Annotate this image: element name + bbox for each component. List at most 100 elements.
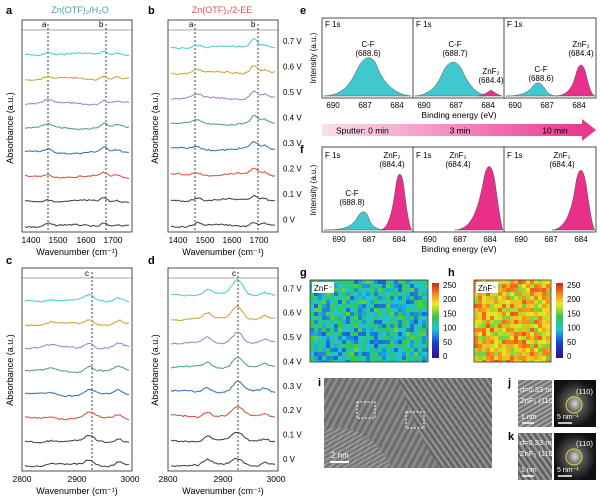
- map-pixel: [362, 344, 366, 348]
- map-pixel: [510, 292, 514, 296]
- map-pixel: [426, 308, 428, 312]
- spectrum-line: [170, 114, 275, 126]
- map-pixel: [382, 324, 386, 328]
- map-pixel: [366, 356, 370, 360]
- spectrum-line: [24, 365, 130, 374]
- map-pixel: [418, 320, 422, 324]
- map-pixel: [322, 292, 326, 296]
- map-pixel: [310, 332, 314, 336]
- map-pixel: [498, 304, 502, 308]
- map-pixel: [514, 344, 518, 348]
- map-pixel: [478, 316, 482, 320]
- map-pixel: [474, 332, 478, 336]
- map-pixel: [342, 336, 346, 340]
- map-pixel: [350, 288, 354, 292]
- map-pixel: [310, 300, 314, 304]
- map-pixel: [406, 344, 410, 348]
- map-pixel: [542, 356, 546, 360]
- map-pixel: [522, 332, 526, 336]
- panel-d-xtick-2800: 2800: [159, 474, 178, 484]
- panel-g: ZnF⁻ 250 200 150 100 50 0: [309, 279, 457, 363]
- panel-f-sub3-znf2-value: (684.4): [549, 160, 575, 169]
- panel-a-frame: [21, 19, 133, 233]
- map-pixel: [390, 360, 394, 362]
- map-pixel: [318, 296, 322, 300]
- panel-b-xtick-1400: 1400: [169, 235, 188, 245]
- colorbar-tick: 100: [443, 324, 457, 333]
- panel-c-xtick-2800: 2800: [13, 474, 32, 484]
- panel-d-marker: c: [232, 269, 236, 278]
- map-pixel: [338, 356, 342, 360]
- map-pixel: [498, 284, 502, 288]
- map-pixel: [382, 316, 386, 320]
- panel-e-sub1-title: F 1s: [325, 20, 341, 29]
- map-pixel: [334, 356, 338, 360]
- map-pixel: [310, 316, 314, 320]
- map-pixel: [330, 352, 334, 356]
- map-pixel: [526, 340, 530, 344]
- map-pixel: [514, 324, 518, 328]
- map-pixel: [326, 336, 330, 340]
- panel-b-series: [170, 38, 276, 229]
- map-pixel: [498, 312, 502, 316]
- map-pixel: [370, 320, 374, 324]
- map-pixel: [338, 300, 342, 304]
- map-pixel: [342, 352, 346, 356]
- panel-f-xtick: 690: [423, 235, 437, 244]
- map-pixel: [478, 312, 482, 316]
- map-pixel: [478, 304, 482, 308]
- map-pixel: [530, 324, 534, 328]
- map-pixel: [362, 360, 366, 362]
- spectrum-line: [24, 459, 130, 468]
- map-pixel: [538, 308, 542, 312]
- map-pixel: [362, 288, 366, 292]
- map-pixel: [530, 344, 534, 348]
- map-pixel: [370, 344, 374, 348]
- panel-f-sub1-znf2-peak: [379, 173, 413, 231]
- map-pixel: [370, 292, 374, 296]
- map-pixel: [426, 332, 428, 336]
- map-pixel: [414, 280, 418, 284]
- map-pixel: [506, 316, 510, 320]
- map-pixel: [486, 300, 490, 304]
- map-pixel: [370, 284, 374, 288]
- map-pixel: [338, 340, 342, 344]
- map-pixel: [482, 324, 486, 328]
- map-pixel: [406, 360, 410, 362]
- map-pixel: [390, 344, 394, 348]
- map-pixel: [390, 348, 394, 352]
- map-pixel: [378, 288, 382, 292]
- map-pixel: [522, 280, 526, 284]
- map-pixel: [490, 340, 494, 344]
- map-pixel: [362, 348, 366, 352]
- map-pixel: [374, 280, 378, 284]
- map-pixel: [482, 328, 486, 332]
- map-pixel: [534, 344, 538, 348]
- map-pixel: [342, 296, 346, 300]
- map-pixel: [410, 292, 414, 296]
- map-pixel: [522, 312, 526, 316]
- map-pixel: [418, 296, 422, 300]
- map-pixel: [502, 344, 506, 348]
- panel-e-xtick: 687: [540, 101, 554, 110]
- map-pixel: [382, 308, 386, 312]
- map-pixel: [522, 324, 526, 328]
- map-pixel: [522, 316, 526, 320]
- voltage-label: 0.2 V: [283, 406, 302, 415]
- panel-f-sub2-znf2-peak: [454, 166, 504, 231]
- panel-k-d-spacing: d=0.33 nm: [520, 438, 556, 447]
- map-pixel: [338, 360, 342, 362]
- panel-c-ylabel: Absorbance (a.u.): [5, 334, 15, 406]
- map-pixel: [498, 352, 502, 356]
- map-pixel: [318, 344, 322, 348]
- colorbar-tick: 200: [443, 295, 457, 304]
- panel-label-k: k: [508, 431, 515, 443]
- map-pixel: [326, 304, 330, 308]
- voltage-label: 0 V: [283, 216, 296, 225]
- map-pixel: [494, 320, 498, 324]
- map-pixel: [354, 340, 358, 344]
- spectrum-line: [24, 222, 130, 229]
- map-pixel: [506, 344, 510, 348]
- map-pixel: [418, 352, 422, 356]
- map-pixel: [410, 312, 414, 316]
